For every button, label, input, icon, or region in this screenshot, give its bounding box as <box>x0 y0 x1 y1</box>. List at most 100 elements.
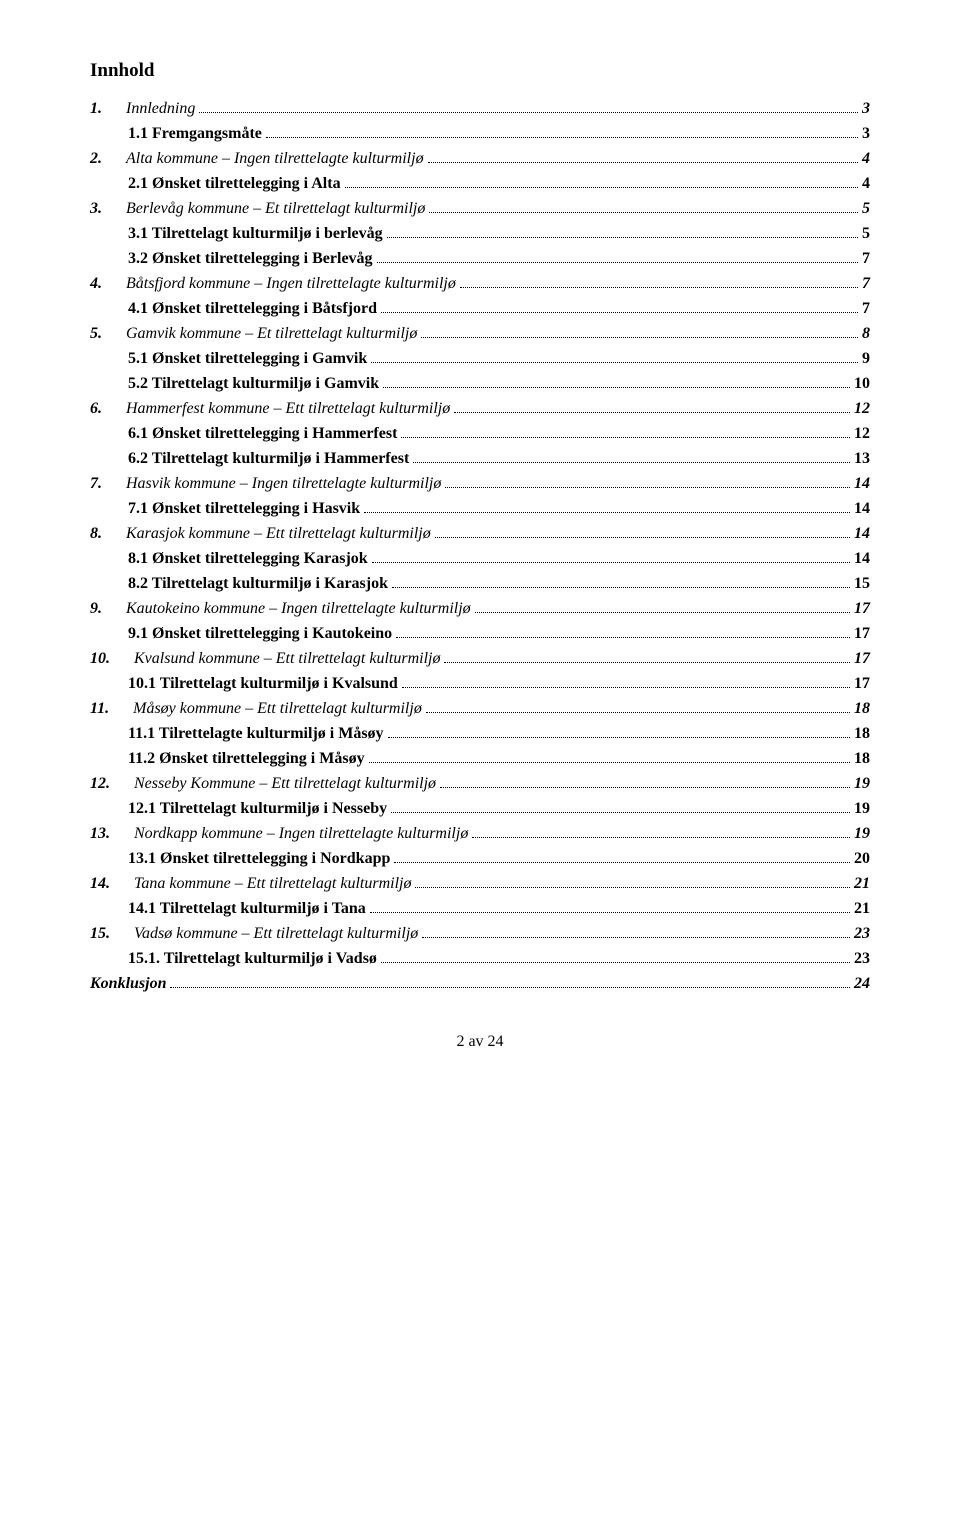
toc-entry-page: 20 <box>854 850 870 868</box>
toc-entry-title: Hasvik kommune – Ingen tilrettelagte kul… <box>126 475 441 493</box>
toc-leader-dots <box>472 837 850 838</box>
toc-entry-title: Tana kommune – Ett tilrettelagt kulturmi… <box>134 875 411 893</box>
toc-entry-title: Berlevåg kommune – Et tilrettelagt kultu… <box>126 200 425 218</box>
toc-leader-dots <box>388 737 850 738</box>
toc-entry: 1.1 Fremgangsmåte 3 <box>90 125 870 143</box>
toc-entry: 6.1 Ønsket tilrettelegging i Hammerfest 1… <box>90 425 870 443</box>
toc-entry: 13.Nordkapp kommune – Ingen tilrettelagt… <box>90 825 870 843</box>
toc-entry-title: 11.2 Ønsket tilrettelegging i Måsøy <box>128 750 365 768</box>
toc-leader-dots <box>370 912 850 913</box>
toc-entry: 2.1 Ønsket tilrettelegging i Alta 4 <box>90 175 870 193</box>
toc-leader-dots <box>435 537 850 538</box>
toc-entry: 14.1 Tilrettelagt kulturmiljø i Tana21 <box>90 900 870 918</box>
toc-entry-number: 5. <box>90 325 126 343</box>
toc-leader-dots <box>428 162 858 163</box>
toc-entry: 10.1 Tilrettelagt kulturmiljø i Kvalsund… <box>90 675 870 693</box>
toc-entry-number: 12. <box>90 775 134 793</box>
toc-entry-page: 19 <box>854 775 870 793</box>
toc-entry-title: 6.1 Ønsket tilrettelegging i Hammerfest <box>128 425 397 443</box>
toc-entry-page: 19 <box>854 825 870 843</box>
toc-leader-dots <box>415 887 850 888</box>
toc-entry: 7.Hasvik kommune – Ingen tilrettelagte k… <box>90 475 870 493</box>
toc-entry-title: 9.1 Ønsket tilrettelegging i Kautokeino <box>128 625 392 643</box>
toc-leader-dots <box>199 112 858 113</box>
toc-entry-page: 12 <box>854 425 870 443</box>
toc-entry-title: Gamvik kommune – Et tilrettelagt kulturm… <box>126 325 417 343</box>
toc-entry-page: 7 <box>862 300 870 318</box>
toc-entry-title: 10.1 Tilrettelagt kulturmiljø i Kvalsund <box>128 675 398 693</box>
toc-leader-dots <box>392 587 850 588</box>
toc-entry: 8.Karasjok kommune – Ett tilrettelagt ku… <box>90 525 870 543</box>
toc-entry-title: 12.1 Tilrettelagt kulturmiljø i Nesseby <box>128 800 387 818</box>
toc-entry-page: 4 <box>862 175 870 193</box>
toc-entry-number: 4. <box>90 275 126 293</box>
toc-entry-title: 3.1 Tilrettelagt kulturmiljø i berlevåg <box>128 225 383 243</box>
toc-entry-title: 8.1 Ønsket tilrettelegging Karasjok <box>128 550 368 568</box>
toc-entry-title: 11.1 Tilrettelagte kulturmiljø i Måsøy <box>128 725 384 743</box>
toc-entry-page: 18 <box>854 750 870 768</box>
toc-leader-dots <box>444 662 850 663</box>
toc-entry: 1.Innledning3 <box>90 100 870 118</box>
toc-entry-title: 1.1 Fremgangsmåte <box>128 125 262 143</box>
toc-entry-page: 15 <box>854 575 870 593</box>
toc-leader-dots <box>364 512 850 513</box>
toc-entry-page: 4 <box>862 150 870 168</box>
toc-entry: Konklusjon24 <box>90 975 870 993</box>
toc-entry: 4.1 Ønsket tilrettelegging i Båtsfjord 7 <box>90 300 870 318</box>
toc-entry-page: 7 <box>862 250 870 268</box>
toc-entry-page: 14 <box>854 550 870 568</box>
toc-entry-number: 6. <box>90 400 126 418</box>
toc-entry: 2.Alta kommune – Ingen tilrettelagte kul… <box>90 150 870 168</box>
toc-entry: 11.Måsøy kommune – Ett tilrettelagt kult… <box>90 700 870 718</box>
toc-entry-title: Vadsø kommune – Ett tilrettelagt kulturm… <box>134 925 418 943</box>
toc-heading: Innhold <box>90 60 870 82</box>
toc-entry-title: Kautokeino kommune – Ingen tilrettelagte… <box>126 600 471 618</box>
toc-entry-page: 23 <box>854 925 870 943</box>
toc-entry: 14.Tana kommune – Ett tilrettelagt kultu… <box>90 875 870 893</box>
toc-entry-title: Båtsfjord kommune – Ingen tilrettelagte … <box>126 275 456 293</box>
toc-entry: 15.Vadsø kommune – Ett tilrettelagt kult… <box>90 925 870 943</box>
page-footer: 2 av 24 <box>90 1033 870 1051</box>
document-page: Innhold 1.Innledning3 1.1 Fremgangsmåte 3 2… <box>0 0 960 1091</box>
toc-entry: 13.1 Ønsket tilrettelegging i Nordkapp 20 <box>90 850 870 868</box>
toc-entry-title: Konklusjon <box>90 975 166 993</box>
toc-entry-number: 11. <box>90 700 133 718</box>
toc-entry-number: 13. <box>90 825 134 843</box>
toc-entry-page: 23 <box>854 950 870 968</box>
toc-entry-title: 7.1 Ønsket tilrettelegging i Hasvik <box>128 500 360 518</box>
toc-entry: 12.1 Tilrettelagt kulturmiljø i Nesseby 1… <box>90 800 870 818</box>
toc-entry: 4.Båtsfjord kommune – Ingen tilrettelagt… <box>90 275 870 293</box>
toc-entry-page: 3 <box>862 125 870 143</box>
toc-leader-dots <box>475 612 850 613</box>
toc-entry-number: 9. <box>90 600 126 618</box>
toc-entry-title: 4.1 Ønsket tilrettelegging i Båtsfjord <box>128 300 377 318</box>
toc-entry-page: 21 <box>854 875 870 893</box>
toc-entry-page: 19 <box>854 800 870 818</box>
toc-leader-dots <box>440 787 850 788</box>
toc-entry-title: Kvalsund kommune – Ett tilrettelagt kult… <box>134 650 440 668</box>
toc-leader-dots <box>345 187 858 188</box>
toc-entry-title: Nordkapp kommune – Ingen tilrettelagte k… <box>134 825 468 843</box>
toc-entry: 9.1 Ønsket tilrettelegging i Kautokeino 1… <box>90 625 870 643</box>
toc-leader-dots <box>460 287 858 288</box>
toc-entry: 11.1 Tilrettelagte kulturmiljø i Måsøy18 <box>90 725 870 743</box>
toc-entry: 6.Hammerfest kommune – Ett tilrettelagt … <box>90 400 870 418</box>
toc-container: 1.Innledning3 1.1 Fremgangsmåte 3 2.Alta ko… <box>90 100 870 993</box>
toc-leader-dots <box>445 487 850 488</box>
toc-entry-page: 17 <box>854 625 870 643</box>
toc-entry-page: 10 <box>854 375 870 393</box>
toc-entry-title: 2.1 Ønsket tilrettelegging i Alta <box>128 175 341 193</box>
toc-leader-dots <box>381 312 858 313</box>
toc-leader-dots <box>413 462 850 463</box>
toc-entry-title: 13.1 Ønsket tilrettelegging i Nordkapp <box>128 850 390 868</box>
toc-leader-dots <box>387 237 858 238</box>
toc-entry-page: 8 <box>862 325 870 343</box>
toc-leader-dots <box>422 937 850 938</box>
toc-entry-page: 17 <box>854 650 870 668</box>
toc-leader-dots <box>421 337 858 338</box>
toc-entry-title: Alta kommune – Ingen tilrettelagte kultu… <box>126 150 424 168</box>
toc-entry-title: 14.1 Tilrettelagt kulturmiljø i Tana <box>128 900 366 918</box>
toc-entry: 6.2 Tilrettelagt kulturmiljø i Hammerfes… <box>90 450 870 468</box>
toc-entry-title: 3.2 Ønsket tilrettelegging i Berlevåg <box>128 250 373 268</box>
toc-entry-number: 15. <box>90 925 134 943</box>
